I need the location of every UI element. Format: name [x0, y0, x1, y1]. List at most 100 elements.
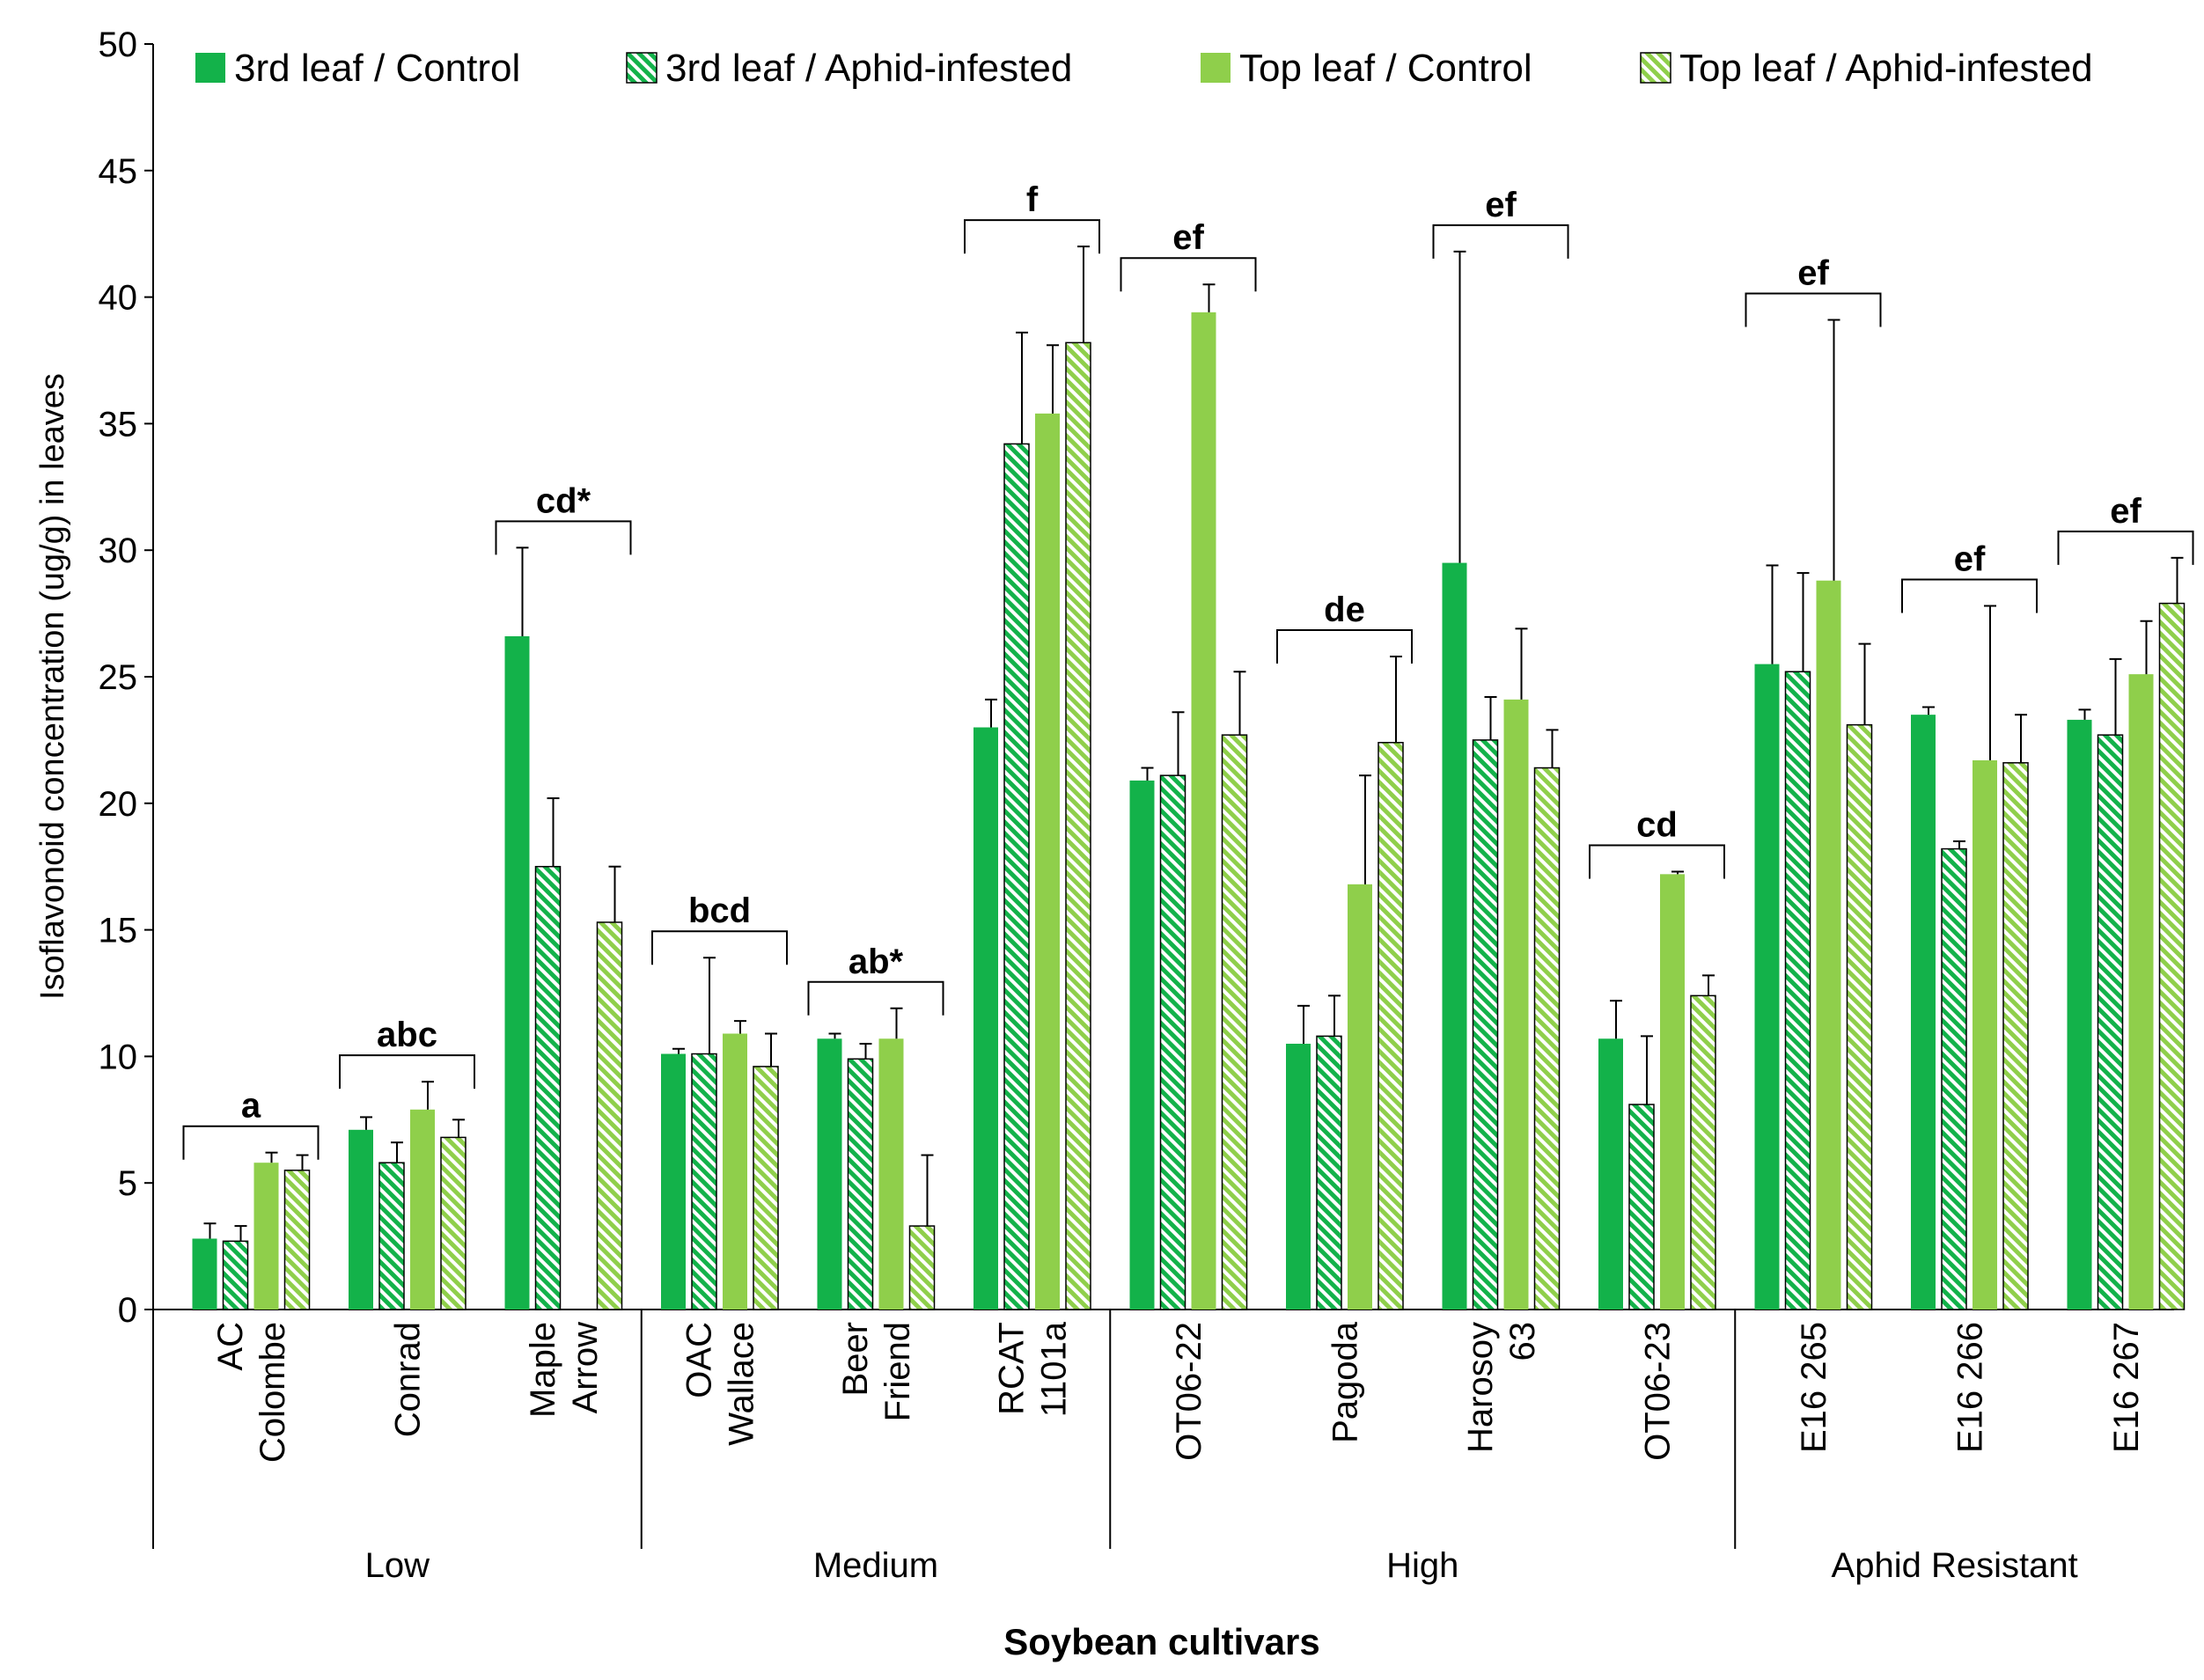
- x-tick-label: OAC Wallace: [680, 1322, 761, 1446]
- bar: [2158, 602, 2186, 1310]
- x-tick-label: E16 265: [1795, 1322, 1833, 1453]
- legend: 3rd leaf / Control 3rd leaf / Aphid-infes…: [195, 47, 2093, 90]
- bar: [192, 1238, 217, 1310]
- x-tick-label: OT06-23: [1639, 1322, 1678, 1461]
- y-tick-label: 30: [99, 532, 138, 570]
- x-tick-label-line: Beer: [836, 1322, 875, 1397]
- legend-swatch: [195, 53, 225, 83]
- significance-label: bcd: [688, 891, 751, 930]
- significance-bracket: [1276, 628, 1413, 664]
- group-label: Aphid Resistant: [1832, 1546, 2078, 1585]
- significance-label: abc: [377, 1016, 437, 1054]
- y-tick-label: 15: [99, 912, 138, 950]
- bar: [691, 1053, 717, 1310]
- bar: [1221, 734, 1248, 1310]
- legend-swatch: [1201, 53, 1231, 83]
- x-tick-label-line: E16 265: [1795, 1322, 1833, 1453]
- x-tick-label: Conrad: [389, 1322, 428, 1437]
- bar: [1660, 874, 1685, 1310]
- significance-label: f: [1026, 180, 1039, 219]
- x-tick-label: RCAT 1101a: [993, 1321, 1074, 1417]
- x-tick-label-line: E16 267: [2107, 1322, 2146, 1453]
- bar: [1973, 759, 1997, 1310]
- bar: [2002, 762, 2029, 1310]
- legend-item: 3rd leaf / Aphid-infested: [626, 47, 1072, 90]
- x-tick-label-line: OAC: [680, 1322, 719, 1398]
- x-tick-label: E16 266: [1951, 1322, 1990, 1453]
- bar: [1316, 1035, 1342, 1310]
- x-tick-label: E16 267: [2107, 1322, 2146, 1453]
- axes: 0 5 10 15 20 25 30 35 40 45 50: [99, 26, 2174, 1549]
- x-tick-label-line: OT06-22: [1170, 1322, 1209, 1461]
- bar: [1503, 699, 1529, 1310]
- bar: [504, 635, 530, 1310]
- group-label: Low: [365, 1546, 430, 1585]
- bar: [661, 1053, 686, 1310]
- x-tick-label-line: Wallace: [723, 1322, 761, 1446]
- bar: [1003, 443, 1030, 1310]
- bar: [1129, 780, 1155, 1310]
- y-tick-label: 35: [99, 405, 138, 444]
- bar: [1348, 884, 1372, 1310]
- bars: [192, 246, 2186, 1310]
- significance-label: ef: [1797, 253, 1829, 292]
- bar: [753, 1066, 779, 1310]
- bar: [2067, 719, 2092, 1310]
- y-tick-label: 50: [99, 26, 138, 64]
- bar: [1628, 1104, 1655, 1310]
- bar: [1911, 715, 1936, 1310]
- x-tick-label-line: Colombe: [253, 1322, 292, 1463]
- significance-label: ef: [2110, 492, 2142, 531]
- x-tick-label-line: OT06-23: [1639, 1322, 1678, 1461]
- legend-item: Top leaf / Aphid-infested: [1640, 47, 2093, 90]
- significance-bracket: [1745, 292, 1882, 327]
- bar: [973, 727, 998, 1310]
- bar: [253, 1163, 279, 1310]
- bar: [1754, 664, 1780, 1310]
- significance-bracket: [807, 980, 944, 1016]
- significance-label: ef: [1954, 539, 1986, 578]
- x-axis-title: Soybean cultivars: [1003, 1621, 1319, 1662]
- y-tick-label: 40: [99, 279, 138, 318]
- significance-bracket: [1432, 224, 1569, 259]
- significance-bracket: [182, 1125, 320, 1160]
- bar: [723, 1033, 747, 1310]
- x-tick-label: Pagoda: [1326, 1321, 1365, 1443]
- x-tick-label: AC Colombe: [211, 1322, 292, 1463]
- bar: [1286, 1044, 1311, 1310]
- significance-label: ef: [1172, 218, 1204, 257]
- y-tick-label: 5: [118, 1164, 137, 1203]
- bar: [1816, 580, 1841, 1310]
- significance-bracket: [651, 930, 788, 965]
- bar: [1690, 994, 1716, 1310]
- significance-bracket: [1589, 844, 1725, 879]
- x-tick-label-line: Arrow: [566, 1322, 605, 1414]
- bar: [1941, 847, 1967, 1310]
- significance-bracket: [1901, 578, 2038, 613]
- significance-label: cd*: [536, 481, 591, 520]
- significance-label: ef: [1485, 186, 1517, 224]
- bar: [596, 921, 623, 1310]
- x-tick-label-line: E16 266: [1951, 1322, 1990, 1453]
- bar: [534, 865, 562, 1310]
- x-tick-label-line: AC: [211, 1322, 250, 1371]
- legend-label: 3rd leaf / Control: [234, 47, 520, 90]
- bar: [908, 1225, 936, 1310]
- group-label: Medium: [813, 1546, 938, 1585]
- x-tick-label-line: Pagoda: [1326, 1321, 1365, 1443]
- bar: [283, 1170, 311, 1310]
- legend-label: Top leaf / Aphid-infested: [1679, 47, 2093, 90]
- bar: [440, 1136, 467, 1310]
- significance-bracket: [2057, 530, 2194, 565]
- bar: [1442, 562, 1467, 1310]
- x-tick-label-line: Harosoy: [1461, 1322, 1500, 1453]
- x-tick-label: Beer Friend: [836, 1322, 917, 1421]
- x-tick-label: Maple Arrow: [524, 1322, 605, 1418]
- significance-label: a: [241, 1087, 261, 1126]
- significance-bracket: [495, 520, 632, 555]
- significance-bracket: [964, 219, 1100, 254]
- significance-bracket: [339, 1054, 475, 1089]
- bar: [1378, 742, 1404, 1310]
- legend-label: Top leaf / Control: [1239, 47, 1532, 90]
